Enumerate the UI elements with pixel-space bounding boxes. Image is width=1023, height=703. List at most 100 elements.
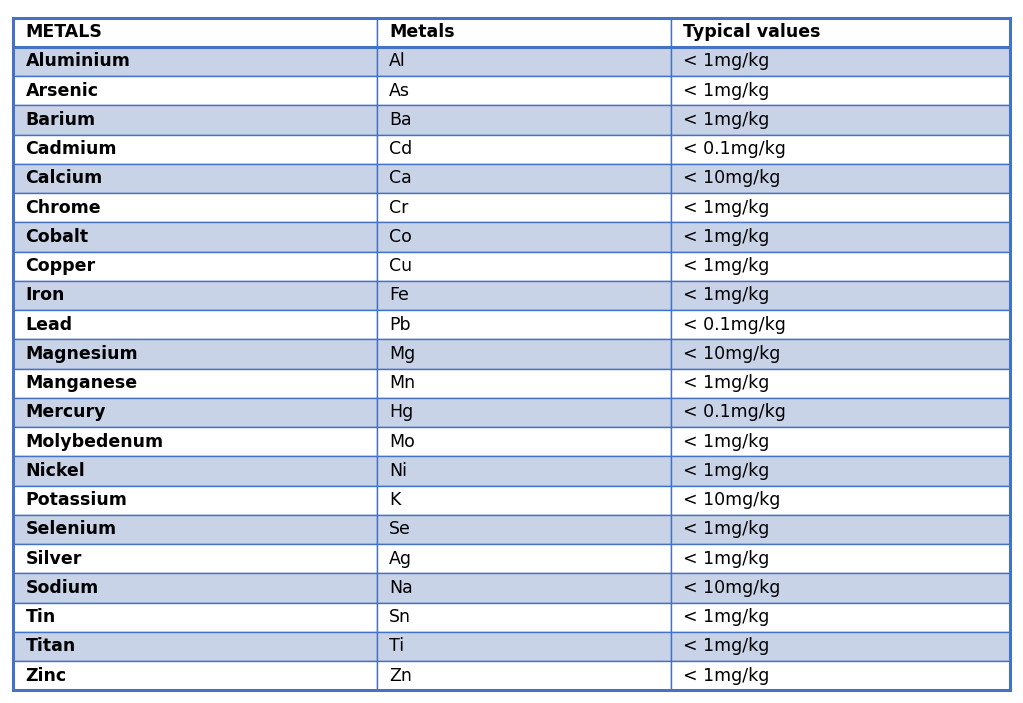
Bar xyxy=(13,18,377,47)
Bar xyxy=(377,515,671,544)
Text: METALS: METALS xyxy=(26,23,102,41)
Text: As: As xyxy=(390,82,410,100)
Text: Fe: Fe xyxy=(390,286,409,304)
Text: < 10mg/kg: < 10mg/kg xyxy=(683,169,781,188)
Bar xyxy=(377,456,671,486)
Text: < 1mg/kg: < 1mg/kg xyxy=(683,257,769,275)
Bar xyxy=(377,47,671,76)
Text: Sodium: Sodium xyxy=(26,579,99,597)
Text: < 0.1mg/kg: < 0.1mg/kg xyxy=(683,404,786,422)
Text: Arsenic: Arsenic xyxy=(26,82,98,100)
Bar xyxy=(377,340,671,368)
Bar xyxy=(377,602,671,632)
Text: Iron: Iron xyxy=(26,286,64,304)
Bar xyxy=(671,222,1010,252)
Bar xyxy=(13,252,377,280)
Text: < 0.1mg/kg: < 0.1mg/kg xyxy=(683,316,786,334)
Bar xyxy=(13,486,377,515)
Text: Manganese: Manganese xyxy=(26,374,138,392)
Bar xyxy=(377,574,671,602)
Text: < 1mg/kg: < 1mg/kg xyxy=(683,286,769,304)
Bar xyxy=(13,47,377,76)
Bar xyxy=(377,105,671,134)
Text: < 1mg/kg: < 1mg/kg xyxy=(683,82,769,100)
Text: Titan: Titan xyxy=(26,638,76,655)
Bar xyxy=(671,661,1010,690)
Text: Al: Al xyxy=(390,53,406,70)
Text: Mn: Mn xyxy=(390,374,415,392)
Bar xyxy=(377,398,671,427)
Text: < 10mg/kg: < 10mg/kg xyxy=(683,491,781,509)
Bar xyxy=(13,456,377,486)
Text: Ag: Ag xyxy=(390,550,412,568)
Bar xyxy=(13,544,377,574)
Text: Magnesium: Magnesium xyxy=(26,345,138,363)
Bar xyxy=(13,574,377,602)
Text: < 1mg/kg: < 1mg/kg xyxy=(683,550,769,568)
Text: < 1mg/kg: < 1mg/kg xyxy=(683,228,769,246)
Text: K: K xyxy=(390,491,401,509)
Text: Tin: Tin xyxy=(26,608,56,626)
Bar xyxy=(377,18,671,47)
Bar xyxy=(377,193,671,222)
Text: Co: Co xyxy=(390,228,412,246)
Bar xyxy=(671,164,1010,193)
Text: < 1mg/kg: < 1mg/kg xyxy=(683,666,769,685)
Text: < 1mg/kg: < 1mg/kg xyxy=(683,433,769,451)
Bar xyxy=(377,76,671,105)
Bar xyxy=(377,134,671,164)
Text: Zn: Zn xyxy=(390,666,412,685)
Bar xyxy=(671,280,1010,310)
Bar xyxy=(13,76,377,105)
Text: < 1mg/kg: < 1mg/kg xyxy=(683,638,769,655)
Text: Ti: Ti xyxy=(390,638,404,655)
Bar xyxy=(671,427,1010,456)
Text: Cr: Cr xyxy=(390,199,408,217)
Text: Mg: Mg xyxy=(390,345,415,363)
Text: < 1mg/kg: < 1mg/kg xyxy=(683,462,769,480)
Bar xyxy=(671,193,1010,222)
Bar xyxy=(13,193,377,222)
Text: Metals: Metals xyxy=(390,23,455,41)
Bar xyxy=(377,661,671,690)
Text: < 1mg/kg: < 1mg/kg xyxy=(683,111,769,129)
Text: Cd: Cd xyxy=(390,140,412,158)
Bar xyxy=(377,486,671,515)
Text: < 1mg/kg: < 1mg/kg xyxy=(683,520,769,538)
Bar xyxy=(13,602,377,632)
Text: Ca: Ca xyxy=(390,169,412,188)
Bar xyxy=(13,661,377,690)
Text: < 10mg/kg: < 10mg/kg xyxy=(683,345,781,363)
Bar xyxy=(671,310,1010,340)
Bar xyxy=(671,18,1010,47)
Bar xyxy=(13,134,377,164)
Bar xyxy=(13,340,377,368)
Bar xyxy=(377,310,671,340)
Bar xyxy=(13,280,377,310)
Bar xyxy=(377,368,671,398)
Text: Aluminium: Aluminium xyxy=(26,53,131,70)
Text: Selenium: Selenium xyxy=(26,520,117,538)
Text: Ba: Ba xyxy=(390,111,412,129)
Bar xyxy=(13,427,377,456)
Text: < 10mg/kg: < 10mg/kg xyxy=(683,579,781,597)
Text: Ni: Ni xyxy=(390,462,407,480)
Bar xyxy=(13,515,377,544)
Bar xyxy=(671,47,1010,76)
Text: < 1mg/kg: < 1mg/kg xyxy=(683,608,769,626)
Text: Cobalt: Cobalt xyxy=(26,228,89,246)
Bar xyxy=(671,134,1010,164)
Bar xyxy=(671,544,1010,574)
Text: Barium: Barium xyxy=(26,111,96,129)
Text: Copper: Copper xyxy=(26,257,96,275)
Bar xyxy=(671,340,1010,368)
Text: < 1mg/kg: < 1mg/kg xyxy=(683,374,769,392)
Text: Zinc: Zinc xyxy=(26,666,66,685)
Bar xyxy=(671,398,1010,427)
Bar xyxy=(13,398,377,427)
Bar xyxy=(13,222,377,252)
Bar xyxy=(377,632,671,661)
Bar xyxy=(13,105,377,134)
Bar xyxy=(671,602,1010,632)
Text: Molybedenum: Molybedenum xyxy=(26,433,164,451)
